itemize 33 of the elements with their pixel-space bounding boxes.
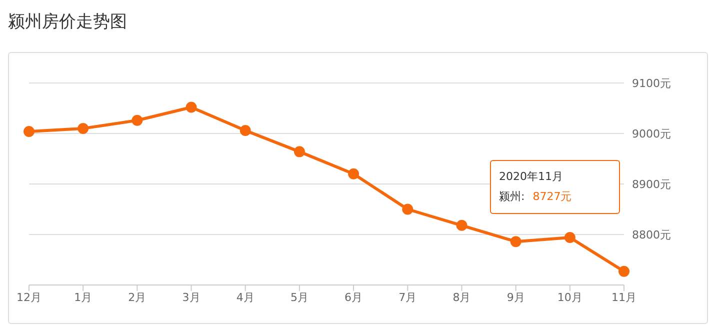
- point: [618, 266, 630, 277]
- point: [132, 114, 143, 126]
- x-tick-label: 1月: [74, 290, 92, 304]
- point: [240, 124, 251, 136]
- chart-title: 颍州房价走势图: [8, 11, 127, 33]
- annotation: 8727元: [532, 190, 572, 203]
- point: [510, 236, 522, 248]
- point: [186, 102, 197, 113]
- x-tick-label: 10月: [557, 290, 582, 304]
- y-tick-label: 8900元: [632, 178, 671, 191]
- x-tick-label: 7月: [398, 290, 417, 304]
- x-tick-label: 9月: [506, 290, 525, 304]
- x-tick-label: 5月: [290, 290, 308, 304]
- point: [78, 122, 89, 134]
- annotation: :: [521, 190, 525, 203]
- x-tick-label: 8月: [452, 290, 471, 304]
- x-tick-label: 4月: [236, 290, 254, 304]
- tooltip-box: 2020年11月 颍州: 8727元: [490, 160, 620, 214]
- x-tick-label: 12月: [16, 290, 42, 304]
- point: [456, 220, 468, 231]
- point: [294, 146, 305, 158]
- y-tick-label: 9100元: [632, 76, 671, 90]
- x-tick-label: 11月: [612, 290, 636, 304]
- y-tick-label: 8800元: [632, 228, 671, 242]
- x-tick-label: 2月: [128, 290, 146, 304]
- point: [402, 204, 414, 215]
- point: [564, 232, 576, 244]
- x-tick-label: 6月: [344, 290, 363, 304]
- point: [348, 168, 360, 180]
- point: [24, 126, 34, 137]
- annotation: 2020年11月: [499, 169, 564, 185]
- x-tick-label: 3月: [182, 290, 200, 304]
- y-tick-label: 9000元: [632, 127, 671, 140]
